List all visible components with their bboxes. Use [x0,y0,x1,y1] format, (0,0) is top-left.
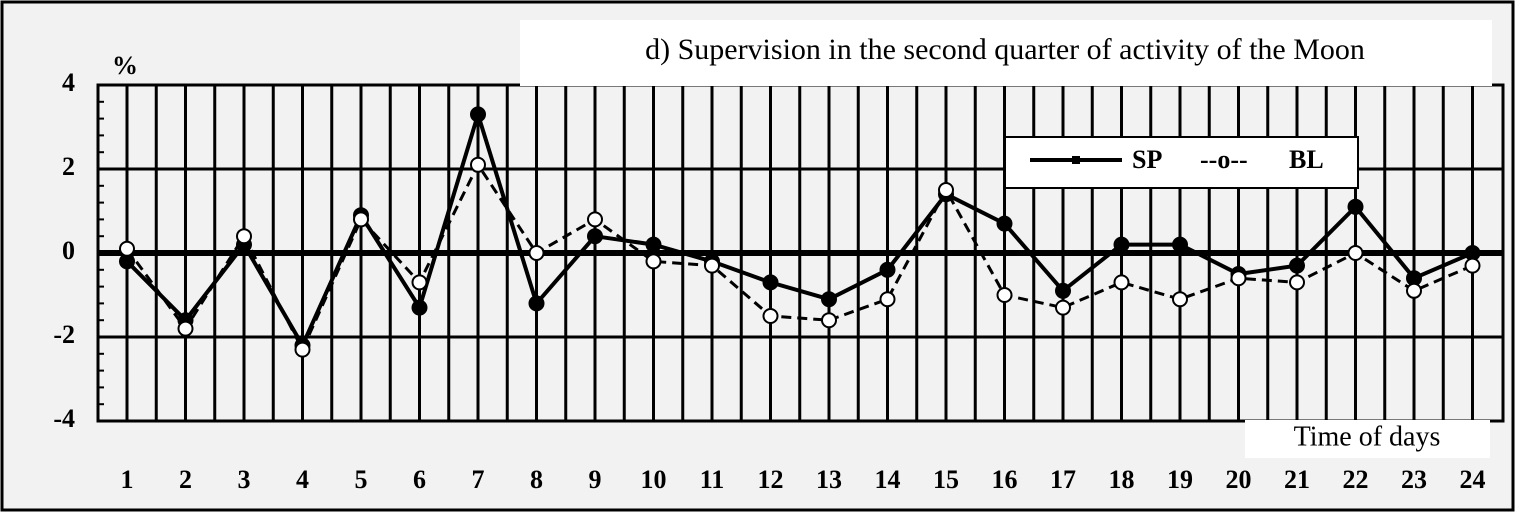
legend-label: BL [1289,145,1324,174]
data-point [1289,257,1305,274]
data-point [470,156,486,173]
data-point [177,320,194,337]
data-point [587,228,603,245]
y-tick-label: 0 [62,236,75,265]
chart-title: d) Supervision in the second quarter of … [645,33,1365,66]
data-point [879,291,896,308]
data-point [411,299,428,316]
legend-label: SP [1132,145,1162,174]
data-point [1113,274,1130,291]
x-tick-label: 22 [1343,465,1369,494]
data-point [996,215,1013,232]
data-point [587,211,603,228]
data-point [1406,282,1422,299]
data-point [236,228,252,245]
x-tick-label: 9 [589,465,602,494]
legend-box [1004,136,1359,189]
x-tick-label: 4 [296,465,309,494]
series-line [125,161,1474,354]
data-point [762,308,779,324]
data-point [1172,291,1188,308]
x-tick-label: 12 [758,465,784,494]
data-point [821,312,837,329]
data-point [470,106,486,123]
y-tick-label: -2 [53,320,75,349]
data-point [528,295,545,312]
x-tick-label: 6 [413,465,426,494]
x-axis-label: Time of days [1294,421,1441,452]
x-tick-label: 16 [992,465,1018,494]
x-tick-label: 13 [816,465,842,494]
data-point [1347,198,1364,215]
data-point [821,291,837,308]
title-box [520,20,1492,86]
data-point [119,240,135,257]
y-tick-label: 2 [62,152,75,181]
data-point [1055,282,1071,299]
data-point [645,236,662,253]
legend-swatch-marker [1072,156,1080,164]
data-point [1347,245,1364,261]
y-axis-label: % [112,51,138,80]
data-point [879,261,896,278]
y-tick-label: -4 [53,404,75,433]
data-point [645,253,662,270]
data-point [411,274,428,291]
x-tick-label: 5 [355,465,368,494]
x-tick-label: 21 [1284,465,1310,494]
x-tick-label: 14 [875,465,901,494]
data-point [1230,270,1247,287]
x-tick-label: 24 [1460,465,1486,494]
x-tick-label: 10 [641,465,667,494]
data-point [1055,299,1071,316]
x-tick-label: 8 [530,465,543,494]
data-point [353,211,369,228]
data-point [996,287,1013,303]
data-point [1172,236,1188,253]
x-tick-label: 17 [1050,465,1076,494]
x-tick-label: 18 [1109,465,1135,494]
x-label-box [1245,420,1490,458]
x-tick-label: 20 [1226,465,1252,494]
x-tick-label: 19 [1167,465,1193,494]
x-tick-label: 15 [933,465,959,494]
x-tick-label: 7 [472,465,485,494]
data-point [1113,236,1130,253]
data-point [294,341,311,358]
x-tick-label: 23 [1401,465,1427,494]
data-point [938,182,954,198]
data-point [1464,257,1481,274]
x-tick-label: 3 [238,465,251,494]
legend-separator: --o-- [1200,145,1248,174]
series-line [125,107,1474,350]
x-tick-label: 2 [179,465,192,494]
x-tick-label: 11 [700,465,725,494]
data-point [762,274,779,291]
y-tick-label: 4 [62,68,75,97]
data-point [528,245,545,261]
data-point [704,257,720,274]
x-tick-label: 1 [121,465,134,494]
data-point [1289,274,1305,291]
